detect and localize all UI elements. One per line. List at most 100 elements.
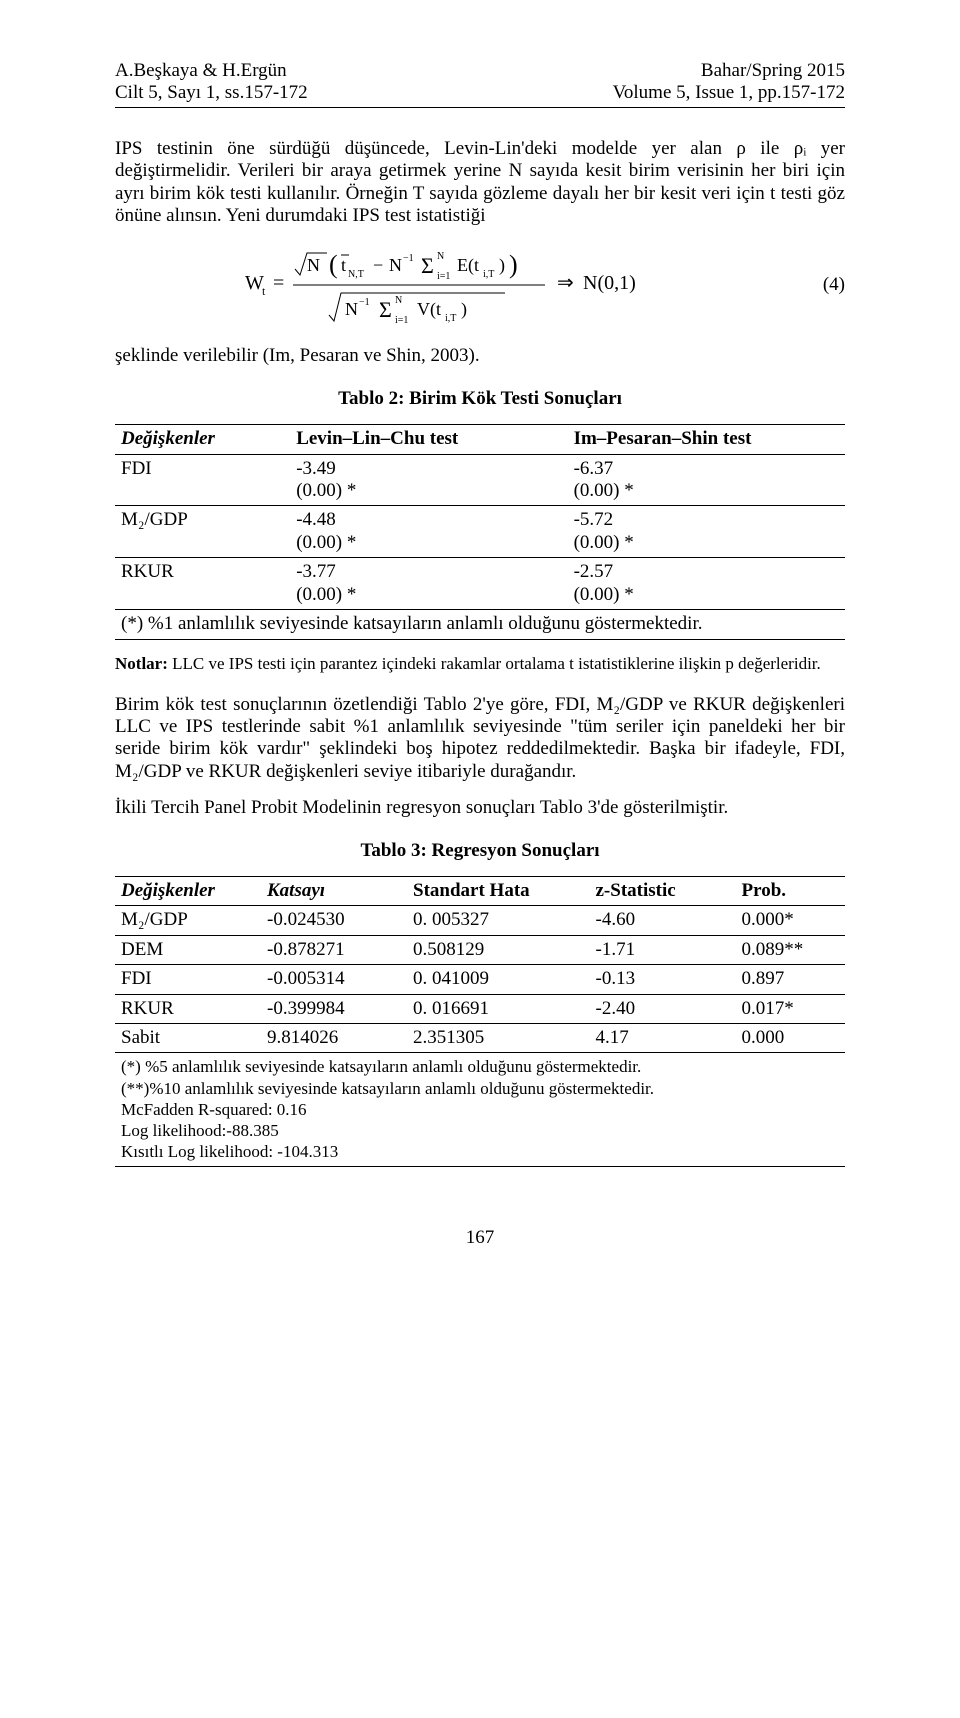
table3-col-3: z-Statistic	[590, 876, 736, 905]
t2-var: RKUR	[115, 558, 290, 610]
t3-c2: 0. 016691	[407, 994, 590, 1023]
svg-text:N(0,1): N(0,1)	[583, 272, 636, 294]
t2-ips-p: (0.00) *	[574, 584, 634, 605]
t2-llc-p: (0.00) *	[296, 532, 356, 553]
table2-header-row: Değişkenler Levin–Lin–Chu test Im–Pesara…	[115, 425, 845, 454]
t3-c1: 9.814026	[261, 1024, 407, 1053]
equation-row: W t = N ( t N,T − N −1	[115, 241, 845, 329]
header-left-cite: Cilt 5, Sayı 1, ss.157-172	[115, 82, 308, 104]
notes-text: LLC ve IPS testi için parantez içindeki …	[168, 654, 821, 673]
table2: Değişkenler Levin–Lin–Chu test Im–Pesara…	[115, 424, 845, 639]
svg-text:i,T: i,T	[483, 269, 494, 280]
svg-text:N: N	[307, 255, 320, 275]
svg-text:N: N	[345, 299, 358, 319]
table3-notes-cell: (*) %5 anlamlılık seviyesinde katsayılar…	[115, 1053, 845, 1166]
header-row-1: A.Beşkaya & H.Ergün Bahar/Spring 2015	[115, 60, 845, 82]
paragraph-2: şeklinde verilebilir (Im, Pesaran ve Shi…	[115, 345, 845, 367]
t3-c3: -1.71	[590, 935, 736, 964]
svg-text:−1: −1	[359, 297, 370, 308]
svg-text:i=1: i=1	[437, 271, 450, 282]
t3-c2: 0.508129	[407, 935, 590, 964]
table2-foot-text: (*) %1 anlamlılık seviyesinde katsayılar…	[115, 610, 845, 639]
header-right-volume: Volume 5, Issue 1, pp.157-172	[613, 82, 845, 104]
t2-var: M₂/GDP	[115, 506, 290, 558]
t3-note-1: (**)%10 anlamlılık seviyesinde katsayıla…	[121, 1079, 654, 1098]
t3-c4: 0.000*	[736, 906, 846, 935]
t2-llc: -4.48 (0.00) *	[290, 506, 567, 558]
t3-c2: 0. 005327	[407, 906, 590, 935]
t3-c4: 0.000	[736, 1024, 846, 1053]
svg-text:(: (	[329, 250, 338, 279]
t3-c1: -0.005314	[261, 965, 407, 994]
equation-body: W t = N ( t N,T − N −1	[115, 241, 795, 329]
t3-c3: 4.17	[590, 1024, 736, 1053]
t2-ips-p: (0.00) *	[574, 480, 634, 501]
t3-c1: -0.024530	[261, 906, 407, 935]
header-right-season: Bahar/Spring 2015	[701, 60, 845, 82]
t3-c4: 0.089**	[736, 935, 846, 964]
t3-note-2: McFadden R-squared: 0.16	[121, 1100, 307, 1119]
svg-text:−1: −1	[403, 253, 414, 264]
svg-text:): )	[499, 255, 505, 276]
svg-text:N: N	[395, 295, 402, 306]
svg-text:i=1: i=1	[395, 315, 408, 326]
table3-header-row: Değişkenler Katsayı Standart Hata z-Stat…	[115, 876, 845, 905]
t2-ips: -5.72 (0.00) *	[568, 506, 845, 558]
t3-c0: DEM	[115, 935, 261, 964]
t2-ips-p: (0.00) *	[574, 532, 634, 553]
table3-col-2: Standart Hata	[407, 876, 590, 905]
t2-llc-p: (0.00) *	[296, 584, 356, 605]
t3-c1: -0.878271	[261, 935, 407, 964]
t2-llc-val: -3.77	[296, 561, 336, 582]
t2-llc: -3.49 (0.00) *	[290, 454, 567, 506]
table3-col-0: Değişkenler	[115, 876, 261, 905]
paragraph-4: İkili Tercih Panel Probit Modelinin regr…	[115, 797, 845, 819]
t3-c3: -0.13	[590, 965, 736, 994]
table-row: Sabit 9.814026 2.351305 4.17 0.000	[115, 1024, 845, 1053]
svg-text:⇒: ⇒	[557, 272, 574, 294]
paragraph-3: Birim kök test sonuçlarının özetlendiği …	[115, 694, 845, 784]
table2-title: Tablo 2: Birim Kök Testi Sonuçları	[115, 388, 845, 410]
table2-col-1: Levin–Lin–Chu test	[290, 425, 567, 454]
t2-ips-val: -2.57	[574, 561, 614, 582]
t3-c0: RKUR	[115, 994, 261, 1023]
header-row-2: Cilt 5, Sayı 1, ss.157-172 Volume 5, Iss…	[115, 82, 845, 104]
table-row: FDI -0.005314 0. 041009 -0.13 0.897	[115, 965, 845, 994]
t3-c1: -0.399984	[261, 994, 407, 1023]
svg-text:N,T: N,T	[348, 269, 364, 280]
svg-text:t: t	[341, 255, 346, 275]
t2-var: FDI	[115, 454, 290, 506]
svg-text:): )	[461, 299, 467, 320]
svg-text:−: −	[373, 255, 383, 275]
table2-foot-row: (*) %1 anlamlılık seviyesinde katsayılar…	[115, 610, 845, 639]
t3-note-4: Kısıtlı Log likelihood: -104.313	[121, 1142, 338, 1161]
t2-llc-p: (0.00) *	[296, 480, 356, 501]
t3-note-3: Log likelihood:-88.385	[121, 1121, 279, 1140]
svg-text:i,T: i,T	[445, 313, 456, 324]
t2-ips-val: -6.37	[574, 458, 614, 479]
t2-ips: -2.57 (0.00) *	[568, 558, 845, 610]
table3-title: Tablo 3: Regresyon Sonuçları	[115, 840, 845, 862]
t3-note-0: (*) %5 anlamlılık seviyesinde katsayılar…	[121, 1057, 641, 1076]
table-row: DEM -0.878271 0.508129 -1.71 0.089**	[115, 935, 845, 964]
table-row: M₂/GDP -4.48 (0.00) * -5.72 (0.00) *	[115, 506, 845, 558]
t2-llc-val: -4.48	[296, 509, 336, 530]
svg-text:N: N	[389, 255, 402, 275]
header-left-authors: A.Beşkaya & H.Ergün	[115, 60, 287, 82]
table-row: FDI -3.49 (0.00) * -6.37 (0.00) *	[115, 454, 845, 506]
svg-text:E(t: E(t	[457, 255, 479, 276]
table3-notes-row: (*) %5 anlamlılık seviyesinde katsayılar…	[115, 1053, 845, 1166]
t3-c2: 0. 041009	[407, 965, 590, 994]
header-divider	[115, 107, 845, 108]
equation-svg: W t = N ( t N,T − N −1	[245, 241, 665, 329]
table3-col-4: Prob.	[736, 876, 846, 905]
table2-notes: Notlar: LLC ve IPS testi için parantez i…	[115, 654, 845, 674]
table-row: RKUR -3.77 (0.00) * -2.57 (0.00) *	[115, 558, 845, 610]
svg-text:N: N	[437, 251, 444, 262]
t2-ips: -6.37 (0.00) *	[568, 454, 845, 506]
paragraph-1: IPS testinin öne sürdüğü düşüncede, Levi…	[115, 138, 845, 228]
table2-col-0: Değişkenler	[115, 425, 290, 454]
svg-text:Σ: Σ	[421, 253, 434, 278]
t3-c0: FDI	[115, 965, 261, 994]
page: A.Beşkaya & H.Ergün Bahar/Spring 2015 Ci…	[0, 0, 960, 1329]
